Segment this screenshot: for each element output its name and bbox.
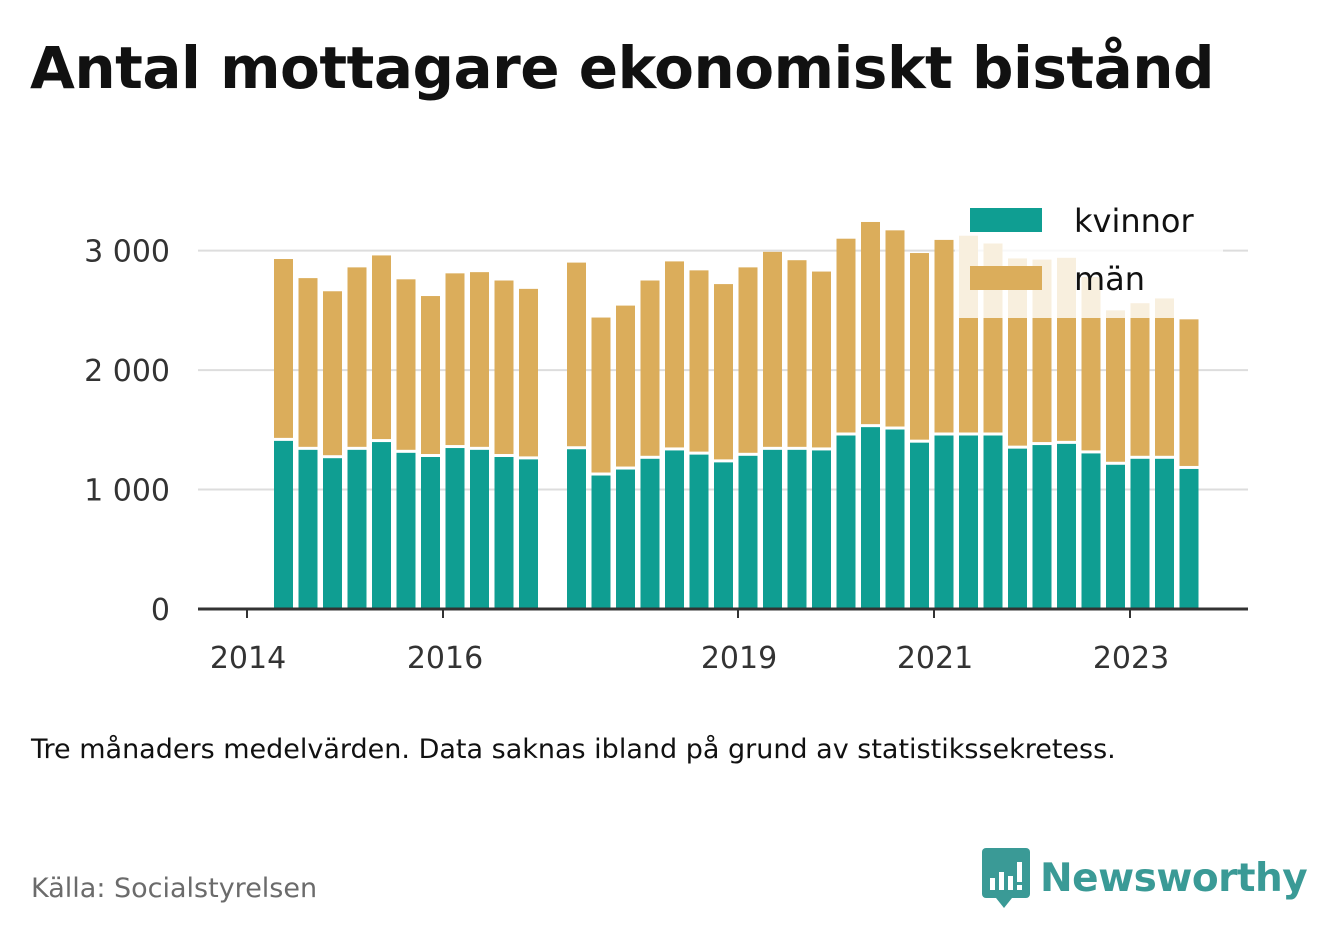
bar-man xyxy=(886,230,905,426)
x-tick-label: 2014 xyxy=(210,641,286,676)
bar-kvinnor xyxy=(348,450,367,609)
bar-kvinnor xyxy=(886,430,905,609)
legend-swatch xyxy=(970,208,1042,232)
bar-man xyxy=(519,289,538,457)
bar-man xyxy=(446,273,465,445)
bar-man xyxy=(763,252,782,447)
bar-man xyxy=(348,267,367,446)
bar-man xyxy=(616,306,635,467)
bar-man xyxy=(299,278,318,447)
x-tick-label: 2016 xyxy=(407,641,483,676)
bar-man xyxy=(1131,303,1150,456)
bar-man xyxy=(421,296,440,454)
source-label: Källa: Socialstyrelsen xyxy=(31,873,317,904)
bar-kvinnor xyxy=(1131,459,1150,609)
bar-kvinnor xyxy=(1155,459,1174,609)
bar-kvinnor xyxy=(739,456,758,609)
bar-kvinnor xyxy=(935,436,954,609)
bar-kvinnor xyxy=(959,436,978,609)
bar-kvinnor xyxy=(763,450,782,609)
bar-kvinnor xyxy=(421,457,440,609)
chart-note: Tre månaders medelvärden. Data saknas ib… xyxy=(31,734,1116,765)
bar-kvinnor xyxy=(665,450,684,609)
bar-kvinnor xyxy=(1180,469,1199,609)
legend-label: män xyxy=(1074,260,1145,298)
bar-man xyxy=(1180,319,1199,466)
legend: kvinnor män xyxy=(955,198,1223,318)
bar-man xyxy=(690,270,709,451)
legend-label: kvinnor xyxy=(1074,202,1195,240)
bar-kvinnor xyxy=(1106,465,1125,609)
bar-kvinnor xyxy=(910,443,929,609)
bar-man xyxy=(641,281,660,456)
brand-logo[interactable]: Newsworthy xyxy=(982,848,1307,908)
x-tick-label: 2023 xyxy=(1093,641,1169,676)
bar-man xyxy=(323,291,342,455)
bar-kvinnor xyxy=(592,476,611,609)
bar-kvinnor xyxy=(812,450,831,609)
bar-kvinnor xyxy=(1082,453,1101,609)
bar-man xyxy=(910,253,929,440)
bar-kvinnor xyxy=(788,450,807,609)
bar-man xyxy=(1106,310,1125,461)
x-tick-label: 2019 xyxy=(701,641,777,676)
bar-kvinnor xyxy=(641,459,660,609)
bar-kvinnor xyxy=(690,455,709,609)
y-tick-label: 1 000 xyxy=(84,474,170,509)
bar-kvinnor xyxy=(861,427,880,609)
y-tick-label: 0 xyxy=(151,593,170,628)
bar-kvinnor xyxy=(446,448,465,609)
bar-kvinnor xyxy=(397,453,416,609)
bar-man xyxy=(495,281,514,454)
y-tick-label: 2 000 xyxy=(84,354,170,389)
bar-kvinnor xyxy=(470,450,489,609)
bar-man xyxy=(812,272,831,448)
bar-kvinnor xyxy=(323,458,342,609)
bar-kvinnor xyxy=(1057,444,1076,609)
bar-man xyxy=(788,260,807,447)
bar-man xyxy=(739,267,758,452)
bar-man xyxy=(1155,298,1174,455)
bar-man xyxy=(665,261,684,447)
x-tick-label: 2021 xyxy=(897,641,973,676)
stacked-bar-chart: kvinnor män 0 1 000 2 000 3 000 2014 2016 2019 2… xyxy=(0,0,1322,720)
newsworthy-logo-icon xyxy=(982,848,1030,908)
y-tick-label: 3 000 xyxy=(84,235,170,270)
bar-man xyxy=(935,240,954,433)
bar-kvinnor xyxy=(299,450,318,609)
bar-kvinnor xyxy=(567,449,586,609)
bar-kvinnor xyxy=(1008,449,1027,609)
bar-man xyxy=(861,222,880,424)
bar-kvinnor xyxy=(837,436,856,609)
bar-man xyxy=(592,318,611,473)
bar-kvinnor xyxy=(495,457,514,609)
bar-man xyxy=(372,255,391,439)
bar-man xyxy=(470,272,489,447)
bar-kvinnor xyxy=(519,459,538,609)
brand-name: Newsworthy xyxy=(1040,856,1307,901)
bar-man xyxy=(274,259,293,438)
legend-swatch xyxy=(970,266,1042,290)
bar-kvinnor xyxy=(372,442,391,609)
bar-kvinnor xyxy=(714,462,733,609)
bar-man xyxy=(714,284,733,459)
bar-kvinnor xyxy=(1033,445,1052,609)
bar-man xyxy=(567,263,586,447)
bar-man xyxy=(397,279,416,450)
bar-kvinnor xyxy=(984,436,1003,609)
bar-kvinnor xyxy=(274,441,293,609)
bar-man xyxy=(837,239,856,433)
bar-kvinnor xyxy=(616,470,635,609)
